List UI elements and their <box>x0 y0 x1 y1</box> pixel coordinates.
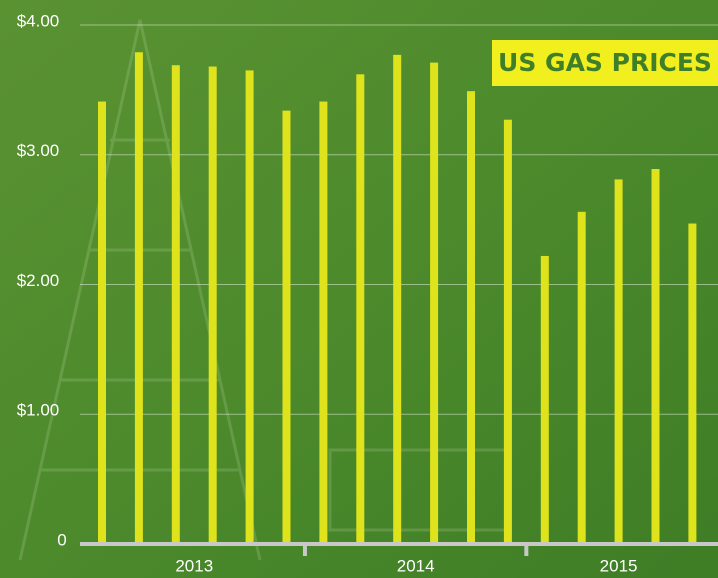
bar <box>615 179 623 544</box>
bar <box>246 70 254 544</box>
bar <box>688 224 696 544</box>
bar <box>467 91 475 544</box>
bar <box>541 256 549 544</box>
bar <box>209 67 217 544</box>
y-tick-label: $4.00 <box>17 11 60 30</box>
y-tick-label: $2.00 <box>17 271 60 290</box>
bar <box>319 102 327 544</box>
y-tick-label: $1.00 <box>17 401 60 420</box>
bar <box>652 169 660 544</box>
page: {"chart_data": {"type": "bar", "title": … <box>0 0 718 578</box>
y-tick-label: $3.00 <box>17 141 60 160</box>
bar <box>356 74 364 544</box>
x-tick-label: 2015 <box>600 556 638 575</box>
chart-title: US GAS PRICES <box>498 48 712 77</box>
bar <box>393 55 401 544</box>
bar <box>504 120 512 544</box>
bar <box>430 63 438 544</box>
y-tick-label: 0 <box>57 530 66 549</box>
bar <box>135 52 143 544</box>
x-tick-label: 2013 <box>175 556 213 575</box>
chart: US GAS PRICES 0 $1.00 $2.00 $3.00 $4.00 2013 2… <box>0 0 718 578</box>
bar <box>172 65 180 544</box>
bar <box>98 102 106 544</box>
bar <box>283 111 291 544</box>
x-tick-label: 2014 <box>397 556 435 575</box>
bar <box>578 212 586 544</box>
